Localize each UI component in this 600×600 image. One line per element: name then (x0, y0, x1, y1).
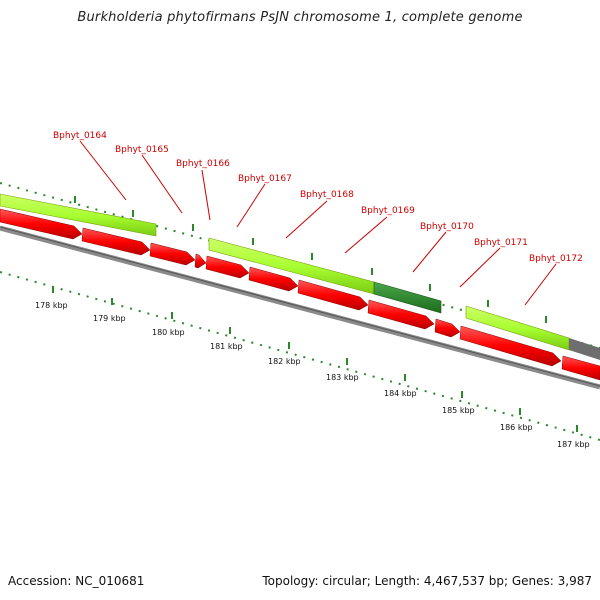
cds-arrow[interactable] (149, 242, 196, 266)
cds-arrow[interactable] (367, 299, 435, 330)
cds-arrow[interactable] (81, 227, 151, 256)
cds-arrow[interactable] (194, 253, 207, 269)
gene-label[interactable]: Bphyt_0166 (176, 159, 230, 169)
cds-arrow[interactable] (434, 318, 461, 338)
gene-label[interactable]: Bphyt_0165 (115, 145, 169, 155)
kbp-label: 187 kbp (557, 440, 590, 449)
cds-track (0, 208, 600, 381)
gene-track (0, 193, 600, 360)
gene-label[interactable]: Bphyt_0169 (361, 206, 415, 216)
kbp-label: 178 kbp (35, 301, 68, 310)
gene-leader-lines (79, 140, 557, 306)
kbp-label: 180 kbp (152, 328, 185, 337)
gene-label[interactable]: Bphyt_0168 (300, 190, 354, 200)
backbone-ring (0, 225, 600, 390)
gene-label[interactable]: Bphyt_0167 (238, 174, 292, 184)
topology-text: Topology: circular; Length: 4,467,537 bp… (262, 574, 592, 588)
gene-label[interactable]: Bphyt_0172 (529, 254, 583, 264)
cds-arrow[interactable] (0, 208, 83, 240)
kbp-label: 185 kbp (442, 406, 475, 415)
cds-arrow[interactable] (248, 266, 299, 292)
kbp-label: 181 kbp (210, 342, 243, 351)
kbp-label: 183 kbp (326, 373, 359, 382)
kbp-label: 184 kbp (384, 389, 417, 398)
kbp-label: 179 kbp (93, 314, 126, 323)
gene-label[interactable]: Bphyt_0170 (420, 222, 474, 232)
cds-arrow[interactable] (205, 255, 250, 279)
upper-tick-ring (0, 182, 600, 349)
cds-arrow[interactable] (297, 279, 369, 311)
accession-text: Accession: NC_010681 (8, 574, 145, 588)
lower-tick-ring (0, 271, 600, 441)
gene-labels: Bphyt_0164 Bphyt_0165 Bphyt_0166 Bphyt_0… (53, 131, 583, 264)
gene-feature[interactable] (0, 193, 157, 237)
gene-label[interactable]: Bphyt_0164 (53, 131, 107, 141)
map-title: Burkholderia phytofirmans PsJN chromosom… (77, 10, 523, 25)
gene-label[interactable]: Bphyt_0171 (474, 238, 528, 248)
cds-arrow[interactable] (459, 325, 562, 367)
gene-feature-dark[interactable] (373, 281, 442, 314)
kbp-labels: 178 kbp 179 kbp 180 kbp 181 kbp 182 kbp … (35, 301, 590, 449)
kbp-label: 182 kbp (268, 357, 301, 366)
kbp-label: 186 kbp (500, 423, 533, 432)
gene-feature-gray[interactable] (569, 338, 600, 360)
cds-arrow[interactable] (561, 355, 600, 381)
